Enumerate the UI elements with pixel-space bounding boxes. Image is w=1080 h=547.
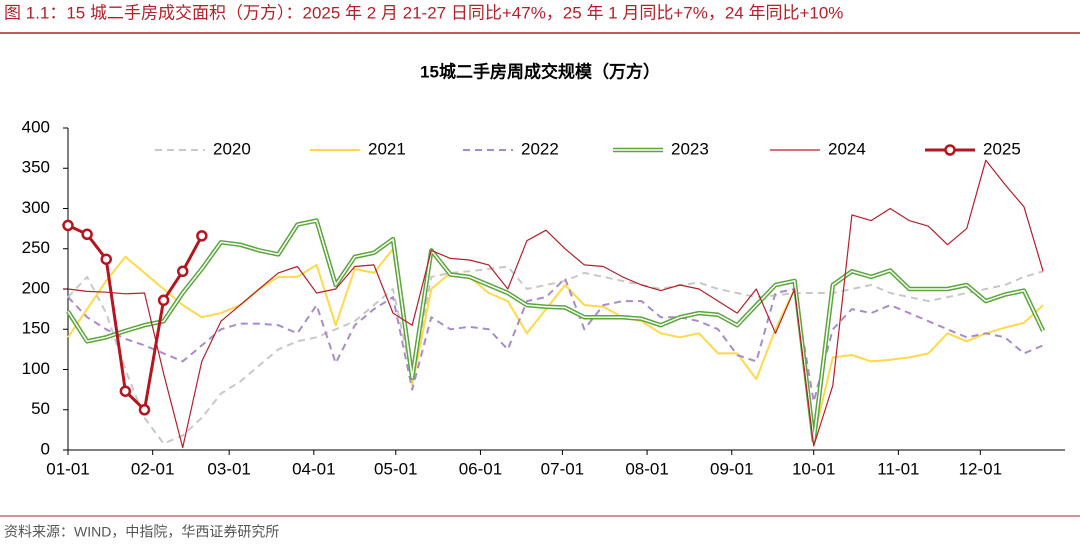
legend-label: 2025: [983, 139, 1021, 158]
point: [81, 228, 93, 241]
series-line: [67, 265, 1044, 445]
point: [100, 253, 112, 265]
header: 图 1.1：15 城二手房成交面积（万方）：2025 年 2 月 21-27 日…: [4, 3, 843, 22]
series-line: [67, 159, 1044, 449]
x-tick-label: 08-01: [625, 459, 668, 478]
x-tick-label: 01-01: [46, 459, 89, 478]
x-tick-label: 07-01: [541, 459, 584, 478]
x-tick-label: 05-01: [374, 459, 417, 478]
x-tick-label: 06-01: [459, 459, 502, 478]
y-tick-label: 300: [22, 198, 50, 217]
series-line-inner: [67, 219, 1044, 442]
x-tick-label: 09-01: [710, 459, 753, 478]
y-tick-label: 350: [22, 158, 50, 177]
x-tick-label: 04-01: [292, 459, 335, 478]
y-tick-label: 0: [41, 439, 50, 458]
x-tick-label: 12-01: [959, 459, 1002, 478]
point: [176, 265, 189, 278]
y-tick-label: 400: [22, 117, 50, 136]
y-tick-label: 50: [31, 399, 50, 418]
point: [119, 385, 132, 397]
chart-title: 15城二手房周成交规模（万方）: [420, 61, 660, 81]
y-tick-label: 200: [22, 278, 50, 297]
legend-label: 2023: [671, 139, 709, 158]
legend-label: 2024: [828, 139, 866, 158]
legend-label: 2020: [213, 139, 251, 158]
series-line: [66, 218, 1046, 443]
x-tick-label: 11-01: [877, 459, 919, 478]
point: [138, 404, 151, 416]
y-tick-label: 100: [22, 359, 50, 378]
source: 资料来源：WIND，中指院，华西证券研究所: [4, 524, 279, 540]
series-line: [67, 247, 1044, 439]
x-tick-label: 02-01: [131, 459, 174, 478]
point: [196, 230, 208, 242]
x-tick-label: 03-01: [207, 459, 250, 478]
x-tick-label: 10-01: [792, 459, 835, 478]
y-tick-label: 250: [22, 238, 50, 257]
point: [62, 219, 74, 232]
legend-marker: [944, 144, 956, 156]
series-line: [67, 277, 1044, 403]
legend-label: 2021: [368, 139, 406, 158]
point: [157, 294, 170, 307]
y-tick-label: 150: [22, 319, 50, 338]
legend-label: 2022: [521, 139, 559, 158]
